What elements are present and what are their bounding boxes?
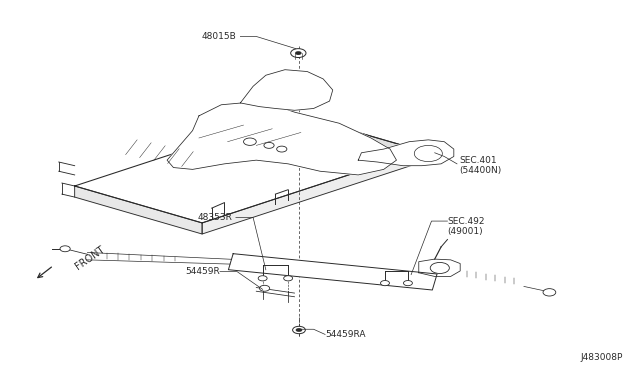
Circle shape [292, 326, 305, 334]
Circle shape [296, 328, 302, 332]
Polygon shape [294, 114, 422, 162]
Circle shape [543, 289, 556, 296]
Text: 48015B: 48015B [201, 32, 236, 41]
Circle shape [60, 246, 70, 252]
Polygon shape [202, 151, 422, 234]
Text: 48353R: 48353R [197, 213, 232, 222]
Circle shape [284, 276, 292, 281]
Polygon shape [241, 70, 333, 110]
Polygon shape [75, 114, 422, 223]
Text: FRONT: FRONT [74, 244, 106, 272]
Circle shape [430, 262, 449, 273]
Circle shape [276, 146, 287, 152]
Polygon shape [167, 101, 396, 175]
Circle shape [259, 285, 269, 291]
Polygon shape [228, 254, 437, 290]
Circle shape [244, 138, 256, 145]
Text: J483008P: J483008P [581, 353, 623, 362]
Circle shape [381, 280, 390, 286]
Polygon shape [358, 140, 454, 166]
Circle shape [264, 142, 274, 148]
Circle shape [403, 280, 412, 286]
Circle shape [291, 49, 306, 58]
Circle shape [414, 145, 442, 161]
Circle shape [258, 276, 267, 281]
Text: SEC.401
(54400N): SEC.401 (54400N) [459, 156, 501, 175]
Text: 54459RA: 54459RA [325, 330, 365, 339]
Text: SEC.492
(49001): SEC.492 (49001) [447, 217, 485, 236]
Polygon shape [419, 259, 460, 276]
Text: 54459R: 54459R [185, 267, 220, 276]
Polygon shape [75, 186, 202, 234]
Circle shape [295, 51, 301, 55]
